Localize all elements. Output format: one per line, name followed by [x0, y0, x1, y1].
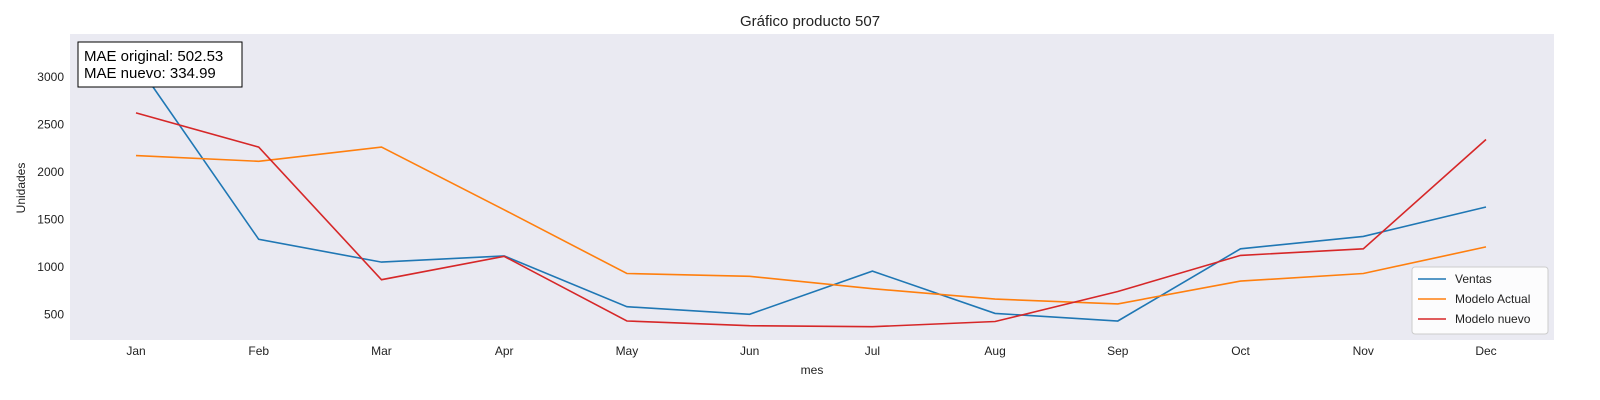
x-tick-label: Apr	[495, 344, 514, 358]
y-tick-label: 1500	[37, 212, 64, 226]
x-tick-label: Feb	[248, 344, 269, 358]
x-tick-label: Aug	[984, 344, 1005, 358]
x-tick-label: Jun	[740, 344, 759, 358]
y-tick-label: 2500	[37, 117, 64, 131]
x-tick-label: Mar	[371, 344, 392, 358]
y-tick-label: 500	[44, 307, 64, 321]
x-tick-label: Oct	[1231, 344, 1250, 358]
y-axis-ticks: 500 1000 1500 2000 2500 3000	[37, 70, 64, 322]
series-line	[135, 146, 1487, 305]
legend: Ventas Modelo Actual Modelo nuevo	[1411, 266, 1549, 335]
x-tick-label: Nov	[1353, 344, 1374, 358]
y-tick-label: 3000	[37, 70, 64, 84]
x-tick-label: Jan	[126, 344, 145, 358]
mae-nuevo-text: MAE nuevo: 334.99	[84, 65, 216, 82]
legend-label: Modelo nuevo	[1455, 312, 1531, 326]
legend-label: Modelo Actual	[1455, 292, 1530, 306]
x-axis-label: mes	[801, 363, 824, 377]
mae-original-text: MAE original: 502.53	[84, 48, 223, 65]
mae-annotation-box	[77, 41, 243, 88]
x-tick-label: Jul	[865, 344, 880, 358]
legend-label: Ventas	[1455, 272, 1492, 286]
mae-annotation: MAE original: 502.53 MAE nuevo: 334.99	[77, 41, 243, 88]
y-axis-label: Unidades	[14, 163, 28, 214]
x-tick-label: Sep	[1107, 344, 1129, 358]
series-lines	[135, 62, 1487, 328]
x-axis-ticks: Jan Feb Mar Apr May Jun Jul Aug Sep Oct Nov Dec	[126, 344, 1496, 358]
x-tick-label: Dec	[1475, 344, 1496, 358]
chart-title: Gráfico producto 507	[740, 13, 880, 30]
plot-area	[70, 34, 1554, 340]
legend-box	[1411, 266, 1549, 335]
y-tick-label: 1000	[37, 260, 64, 274]
x-tick-label: May	[616, 344, 639, 358]
y-tick-label: 2000	[37, 165, 64, 179]
series-line	[135, 112, 1487, 328]
